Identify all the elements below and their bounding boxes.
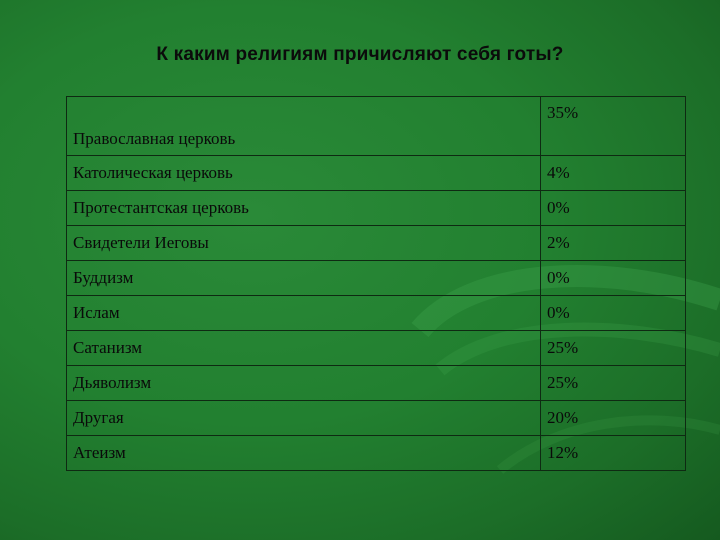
table-row: Католическая церковь 4% — [66, 155, 686, 191]
table-row: Дьяволизм 25% — [66, 365, 686, 401]
row-value: 25% — [540, 365, 686, 401]
table-row: Атеизм 12% — [66, 435, 686, 471]
row-label: Буддизм — [66, 260, 541, 296]
row-value: 4% — [540, 155, 686, 191]
row-value: 12% — [540, 435, 686, 471]
table-row: Свидетели Иеговы 2% — [66, 225, 686, 261]
row-label: Православная церковь — [66, 96, 541, 156]
table-row: Другая 20% — [66, 400, 686, 436]
row-value: 0% — [540, 295, 686, 331]
row-label: Другая — [66, 400, 541, 436]
slide-title: К каким религиям причисляют себя готы? — [156, 44, 564, 65]
table-row: Сатанизм 25% — [66, 330, 686, 366]
religion-survey-table: Православная церковь 35% Католическая це… — [66, 96, 686, 471]
row-label: Дьяволизм — [66, 365, 541, 401]
table-row: Буддизм 0% — [66, 260, 686, 296]
row-label: Протестантская церковь — [66, 190, 541, 226]
row-value: 25% — [540, 330, 686, 366]
table-row: Ислам 0% — [66, 295, 686, 331]
row-value: 20% — [540, 400, 686, 436]
table-row: Протестантская церковь 0% — [66, 190, 686, 226]
row-label: Католическая церковь — [66, 155, 541, 191]
row-label: Атеизм — [66, 435, 541, 471]
row-value: 0% — [540, 260, 686, 296]
row-value: 2% — [540, 225, 686, 261]
row-label: Сатанизм — [66, 330, 541, 366]
row-value: 0% — [540, 190, 686, 226]
table-row: Православная церковь 35% — [66, 96, 686, 156]
row-label: Свидетели Иеговы — [66, 225, 541, 261]
row-label: Ислам — [66, 295, 541, 331]
row-value: 35% — [540, 96, 686, 156]
